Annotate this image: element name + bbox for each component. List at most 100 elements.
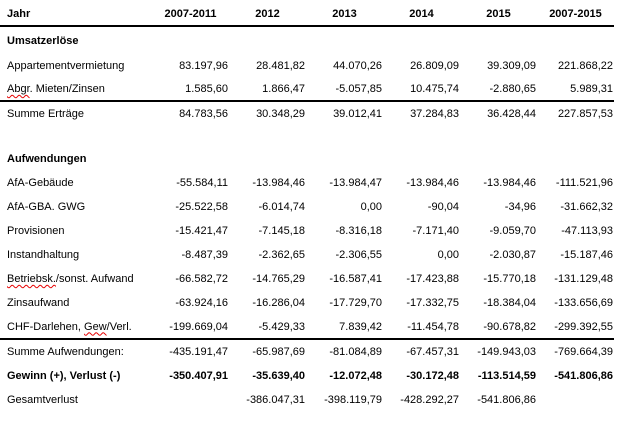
value-cell: -435.191,47 [169,346,228,358]
value-cell: -14.765,29 [252,273,305,285]
row-gewinn-verlust: Gewinn (+), Verlust (-) -350.407,91 -35.… [0,364,614,388]
value-cell: -7.145,18 [258,225,305,237]
value-cell: 44.070,26 [333,60,382,72]
value-cell: 26.809,09 [410,60,459,72]
value-cell: 83.197,96 [179,60,228,72]
value-cell: -34,96 [504,201,536,213]
value-cell: 30.348,29 [256,108,305,120]
value-cell [152,26,229,54]
value-cell: 1.866,47 [262,83,305,95]
row-betriebsk-sonst-aufwand: Betriebsk./sonst. Aufwand -66.582,72 -14… [0,267,614,291]
value-cell: 5.989,31 [570,83,613,95]
value-cell: -350.407,91 [169,370,228,382]
value-cell: -35.639,40 [252,370,305,382]
value-cell: -67.457,31 [406,346,459,358]
value-cell: -16.587,41 [329,273,382,285]
value-cell: 28.481,82 [256,60,305,72]
value-cell: -81.084,89 [329,346,382,358]
value-cell: -769.664,39 [554,346,613,358]
value-cell: -199.669,04 [169,320,228,333]
section-title: Aufwendungen [7,153,87,165]
value-cell: -131.129,48 [554,273,613,285]
value-cell [537,388,614,412]
value-cell: -5.057,85 [335,83,382,95]
row-label: Summe Erträge [7,108,85,120]
row-label: Summe Aufwendungen: [7,346,124,358]
row-appartementvermietung: Appartementvermietung 83.197,96 28.481,8… [0,54,614,78]
row-abgr-mieten-zinsen: Abgr. Mieten/Zinsen 1.585,60 1.866,47 -5… [0,78,614,101]
value-cell [152,388,229,412]
value-cell: -2.880,65 [489,83,536,95]
value-cell: -17.332,75 [406,297,459,309]
value-cell: -47.113,93 [561,225,613,237]
value-cell: -541.806,86 [554,370,613,382]
value-cell: -7.171,40 [412,225,459,237]
row-zinsaufwand: Zinsaufwand -63.924,16 -16.286,04 -17.72… [0,291,614,315]
column-header-jahr: Jahr [7,8,31,20]
value-cell [306,147,383,171]
value-cell: -31.662,32 [560,201,613,213]
value-cell: 7.839,42 [339,320,382,333]
value-cell: -63.924,16 [175,297,228,309]
value-cell: -541.806,86 [477,394,536,406]
value-cell: -113.514,59 [477,370,536,382]
value-cell: -2.306,55 [335,249,382,261]
row-label: Gewinn (+), Verlust (-) [7,370,121,382]
row-summe-aufwendungen: Summe Aufwendungen: -435.191,47 -65.987,… [0,339,614,364]
value-cell [152,147,229,171]
value-cell: -15.770,18 [483,273,536,285]
value-cell: -13.984,47 [329,177,382,189]
row-provisionen: Provisionen -15.421,47 -7.145,18 -8.316,… [0,219,614,243]
row-instandhaltung: Instandhaltung -8.487,39 -2.362,65 -2.30… [0,243,614,267]
value-cell: -8.487,39 [181,249,228,261]
value-cell: -149.943,03 [477,346,536,358]
value-cell: -18.384,04 [483,297,536,309]
value-cell: -90,04 [427,201,459,213]
value-cell: 84.783,56 [179,108,228,120]
value-cell: -2.030,87 [489,249,536,261]
value-cell: -2.362,65 [258,249,305,261]
row-label: Gesamtverlust [7,394,78,406]
value-cell: -299.392,55 [554,320,613,333]
row-label: Abgr. Mieten/Zinsen [0,78,152,101]
column-header-2007-2011: 2007-2011 [164,8,217,20]
value-cell [383,26,460,54]
financial-results-table: Jahr 2007-2011 2012 2013 2014 2015 2007-… [0,3,614,412]
value-cell: -5.429,33 [258,320,305,333]
value-cell: -16.286,04 [252,297,305,309]
spacer [0,126,614,147]
row-label: Provisionen [7,225,65,237]
column-header-2012: 2012 [255,8,280,20]
section-title: Umsatzerlöse [7,34,79,47]
value-cell: -90.678,82 [483,320,536,333]
label-text: /sonst. Aufwand [55,273,134,285]
value-cell: -25.522,58 [175,201,228,213]
value-cell: -428.292,27 [400,394,459,406]
table-header-row: Jahr 2007-2011 2012 2013 2014 2015 2007-… [0,3,614,26]
value-cell: -66.582,72 [175,273,228,285]
value-cell: -8.316,18 [335,225,382,237]
value-cell: -15.421,47 [175,225,228,237]
value-cell: -133.656,69 [554,297,613,309]
value-cell: 37.284,83 [410,108,459,120]
value-cell: 0,00 [437,249,459,261]
row-afa-gba-gwg: AfA-GBA. GWG -25.522,58 -6.014,74 0,00 -… [0,195,614,219]
value-cell: -17.423,88 [406,273,459,285]
row-label: Betriebsk./sonst. Aufwand [0,267,152,291]
value-cell: 227.857,53 [557,108,613,120]
row-label: AfA-Gebäude [7,177,74,189]
value-cell: -9.059,70 [489,225,536,237]
value-cell: -65.987,69 [252,346,305,358]
value-cell [460,147,537,171]
column-header-2014: 2014 [409,8,434,20]
row-chf-darlehen: CHF-Darlehen, Gew/Verl. -199.669,04 -5.4… [0,315,614,339]
section-row-aufwendungen: Aufwendungen [0,147,614,171]
row-label: Instandhaltung [7,249,80,261]
value-cell: -111.521,96 [555,177,613,189]
value-cell: 39.309,09 [487,60,536,72]
section-row-umsatzerloese: Umsatzerlöse [0,26,614,54]
value-cell: -30.172,48 [406,370,459,382]
row-label: Zinsaufwand [7,297,70,309]
row-summe-ertraege: Summe Erträge 84.783,56 30.348,29 39.012… [0,101,614,126]
misspelled-word: Gew [84,320,107,333]
